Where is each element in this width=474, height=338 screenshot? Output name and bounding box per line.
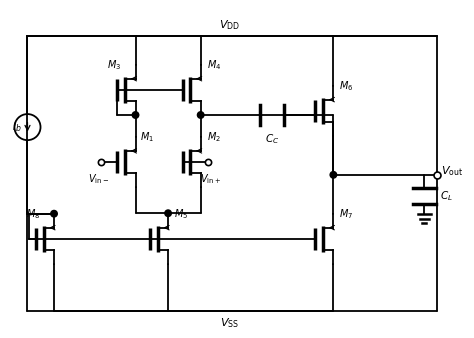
Circle shape xyxy=(132,112,139,118)
Circle shape xyxy=(165,210,172,217)
Text: $C_L$: $C_L$ xyxy=(439,189,452,203)
Circle shape xyxy=(330,172,337,178)
Text: $M_7$: $M_7$ xyxy=(339,207,354,221)
Text: $M_8$: $M_8$ xyxy=(26,207,40,221)
Text: $M_1$: $M_1$ xyxy=(140,130,154,144)
Text: $V_{\rm in-}$: $V_{\rm in-}$ xyxy=(88,172,109,186)
Circle shape xyxy=(51,211,57,217)
Text: $V_{\rm SS}$: $V_{\rm SS}$ xyxy=(220,317,239,330)
Text: $V_{\rm out}$: $V_{\rm out}$ xyxy=(441,164,463,178)
Circle shape xyxy=(198,112,204,118)
Text: $V_{\rm DD}$: $V_{\rm DD}$ xyxy=(219,18,241,32)
Text: $M_2$: $M_2$ xyxy=(207,130,221,144)
Text: $V_{\rm in+}$: $V_{\rm in+}$ xyxy=(200,172,221,186)
Text: $M_5$: $M_5$ xyxy=(174,207,188,221)
Text: $M_3$: $M_3$ xyxy=(107,58,121,72)
Text: $C_C$: $C_C$ xyxy=(265,132,279,146)
Text: $M_4$: $M_4$ xyxy=(207,58,221,72)
Text: $I_b$: $I_b$ xyxy=(12,120,22,134)
Text: $M_6$: $M_6$ xyxy=(339,79,354,93)
